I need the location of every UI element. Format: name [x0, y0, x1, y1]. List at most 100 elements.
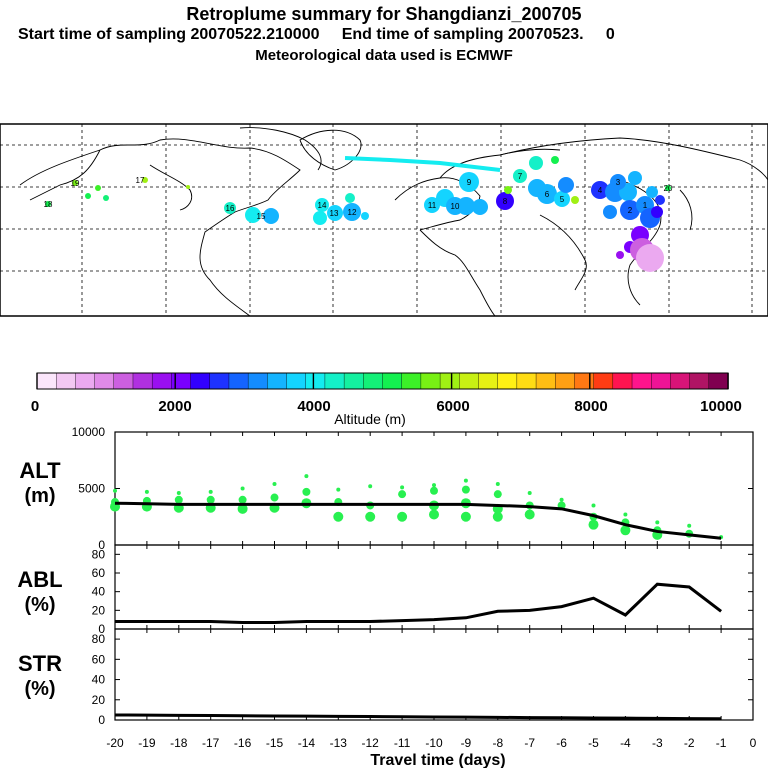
alt-point — [588, 519, 599, 530]
colorbar-tick-label: 6000 — [436, 398, 469, 415]
colorbar-swatch — [55, 372, 77, 390]
x-axis-label: Travel time (days) — [370, 752, 505, 768]
panel-label-str: STR — [18, 651, 62, 676]
plume-marker — [361, 212, 369, 220]
colorbar-swatch — [171, 372, 192, 390]
sampling-time-line: Start time of sampling 20070522.210000 E… — [18, 26, 615, 43]
plume-marker — [636, 244, 664, 272]
plume-day-label: 4 — [598, 186, 603, 195]
colorbar-swatch — [382, 372, 403, 390]
x-tick-label: -16 — [234, 736, 252, 750]
str-line — [114, 713, 722, 721]
plume-marker — [459, 172, 479, 192]
alt-point — [687, 523, 692, 528]
plume-day-label: 20 — [664, 184, 673, 193]
colorbar-swatch — [459, 372, 480, 390]
panel-unit-alt: (m) — [24, 485, 55, 507]
x-tick-label: -6 — [556, 736, 567, 750]
alt-point — [174, 495, 183, 504]
plume-marker — [504, 186, 512, 194]
alt-point — [432, 483, 436, 488]
plume-marker — [224, 202, 236, 214]
plume-marker — [620, 200, 640, 220]
colorbar-tick-label: 0 — [31, 398, 39, 415]
alt-point — [463, 478, 468, 483]
alt-point — [524, 509, 535, 520]
plume-day-label: 7 — [518, 172, 523, 181]
colorbar-swatch — [305, 372, 326, 390]
x-tick-label: -10 — [425, 736, 443, 750]
alt-point — [430, 486, 438, 495]
plume-marker — [472, 199, 488, 215]
panel-unit-str: (%) — [24, 678, 55, 700]
colorbar-tick-label: 2000 — [158, 398, 191, 415]
plume-day-label: 16 — [226, 204, 235, 213]
plume-marker — [345, 193, 355, 203]
plume-marker — [313, 211, 327, 225]
colorbar-swatch — [535, 372, 556, 390]
x-tick-label: -12 — [362, 736, 380, 750]
alt-point — [429, 509, 439, 520]
plume-marker — [665, 185, 671, 191]
colorbar-swatch — [497, 372, 518, 390]
colorbar-swatch — [151, 372, 173, 390]
alt-point — [398, 490, 407, 499]
alt-point — [400, 485, 405, 490]
colorbar-swatch — [651, 372, 672, 390]
plume-marker — [591, 181, 609, 199]
plume-marker — [646, 186, 658, 198]
plume-day-label: 13 — [330, 209, 339, 218]
y-tick-label: 40 — [92, 673, 106, 687]
plume-marker — [651, 206, 663, 218]
plume-marker — [85, 193, 91, 199]
x-tick-label: -17 — [202, 736, 220, 750]
alt-point — [620, 525, 631, 536]
plume-marker — [343, 203, 361, 221]
alt-point — [144, 489, 149, 494]
alt-point — [591, 503, 596, 508]
plume-day-label: 9 — [467, 178, 472, 187]
panel-frame-str — [114, 628, 754, 721]
plume-marker — [571, 196, 579, 204]
x-tick-label: 0 — [750, 736, 757, 750]
alt-point — [302, 487, 311, 496]
altitude-colorbar: 0 2000 4000 6000 8000 10000 — [31, 372, 742, 415]
plume-day-label: 10 — [451, 202, 460, 211]
colorbar-tick-label: 4000 — [297, 398, 330, 415]
colorbar-swatch — [689, 372, 710, 390]
plume-day-label: 19 — [71, 179, 80, 188]
x-tick-label: -3 — [652, 736, 663, 750]
colorbar-swatch — [94, 372, 115, 390]
alt-point — [527, 491, 532, 496]
alt-point — [623, 512, 628, 517]
y-tick-label: 80 — [92, 547, 106, 561]
colorbar-swatch — [132, 372, 153, 390]
alt-point — [368, 484, 373, 489]
x-tick-label: -13 — [330, 736, 348, 750]
colorbar-swatch — [593, 372, 614, 390]
plume-marker — [327, 205, 343, 221]
panel-label-alt: ALT — [19, 458, 61, 483]
colorbar-swatch — [401, 372, 422, 390]
plume-day-label: 8 — [503, 197, 508, 206]
plume-marker — [513, 169, 527, 183]
plume-day-label: 2 — [628, 206, 633, 215]
x-tick-label: -20 — [106, 736, 124, 750]
plume-marker — [142, 177, 148, 183]
x-tick-label: -14 — [298, 736, 316, 750]
x-tick-label: -4 — [620, 736, 631, 750]
x-tick-label: -18 — [170, 736, 188, 750]
alt-point — [237, 503, 248, 514]
plume-marker — [554, 191, 570, 207]
alt-point — [113, 488, 117, 493]
colorbar-swatch — [708, 372, 729, 390]
panel-label-abl: ABL — [17, 567, 62, 592]
colorbar-swatch — [516, 372, 537, 390]
y-tick-label: 20 — [92, 693, 106, 707]
plume-marker — [263, 208, 279, 224]
x-tick-label: -11 — [394, 736, 411, 750]
plume-marker — [245, 207, 261, 223]
map-coastlines — [19, 127, 768, 317]
alt-point — [176, 491, 181, 496]
